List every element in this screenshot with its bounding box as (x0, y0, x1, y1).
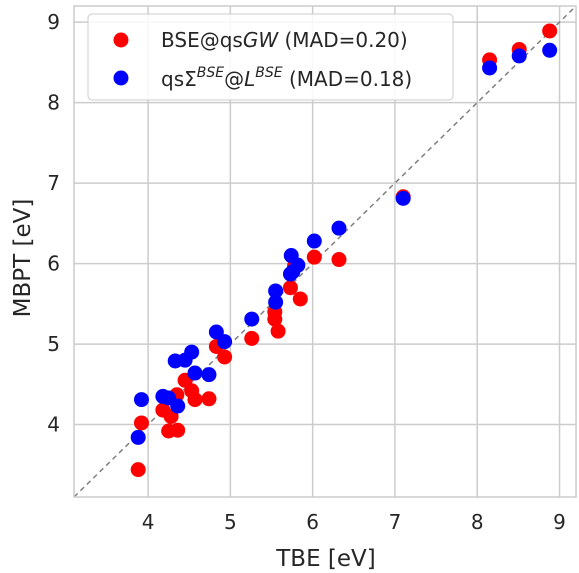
data-point (170, 398, 186, 414)
data-point (306, 233, 322, 249)
data-point (282, 280, 298, 296)
legend-superscript: BSE (197, 65, 224, 81)
y-tick-label: 8 (47, 91, 60, 115)
data-point (130, 462, 146, 478)
data-point (244, 311, 260, 327)
data-point (395, 190, 411, 206)
x-axis-label: TBE [eV] (275, 546, 376, 572)
data-point (268, 294, 284, 310)
legend-label-qs-sigma-bse: qsΣBSE@LBSE (MAD=0.18) (161, 65, 412, 91)
data-point (244, 330, 260, 346)
data-point (187, 392, 203, 408)
data-point (270, 323, 286, 339)
y-tick-label: 9 (47, 10, 60, 34)
y-tick-label: 7 (47, 171, 60, 195)
data-point (133, 392, 149, 408)
data-point (133, 415, 149, 431)
legend-label-bse-qsgw: BSE@qsGW (MAD=0.20) (161, 28, 408, 52)
legend-superscript: BSE (255, 65, 282, 81)
legend-label-part: GW (243, 28, 279, 52)
data-point (482, 60, 498, 76)
legend-marker-qs-sigma-bse (113, 70, 129, 86)
data-point (306, 249, 322, 265)
legend-marker-bse-qsgw (113, 32, 129, 48)
data-point (187, 365, 203, 381)
data-point (292, 291, 308, 307)
x-tick-label: 4 (142, 510, 155, 534)
y-tick-label: 5 (47, 332, 60, 356)
y-axis-ticks: 4 5 6 7 8 9 (47, 10, 60, 436)
data-point (511, 48, 527, 64)
legend-label-part: qsΣ (161, 67, 197, 91)
y-tick-label: 6 (47, 252, 60, 276)
legend-label-part: (MAD=0.20) (278, 28, 408, 52)
legend-label-part: (MAD=0.18) (283, 67, 413, 91)
data-point (184, 344, 200, 360)
series-qs-sigma-bse-points (130, 42, 558, 445)
data-point (201, 367, 217, 383)
data-point (331, 220, 347, 236)
legend-label-part: @ (224, 67, 244, 91)
x-tick-label: 9 (553, 510, 566, 534)
data-point (290, 257, 306, 273)
data-point (201, 391, 217, 407)
legend-label-part: BSE@qs (161, 28, 243, 52)
x-tick-label: 5 (224, 510, 237, 534)
data-point (542, 23, 558, 39)
data-point (331, 252, 347, 268)
plot-frame (73, 5, 577, 498)
x-axis-ticks: 4 5 6 7 8 9 (142, 510, 566, 534)
y-tick-label: 4 (47, 413, 60, 437)
data-point (542, 42, 558, 58)
x-tick-label: 6 (306, 510, 319, 534)
data-point (170, 422, 186, 438)
legend-box (87, 13, 454, 101)
y-axis-label: MBPT [eV] (10, 199, 36, 318)
data-point (130, 429, 146, 445)
legend: BSE@qsGW (MAD=0.20) qsΣBSE@LBSE (MAD=0.1… (87, 13, 454, 101)
legend-label-part: L (244, 67, 255, 91)
x-tick-label: 7 (389, 510, 402, 534)
x-tick-label: 8 (471, 510, 484, 534)
data-point (217, 334, 233, 350)
data-point (217, 349, 233, 365)
data-point (268, 283, 284, 299)
